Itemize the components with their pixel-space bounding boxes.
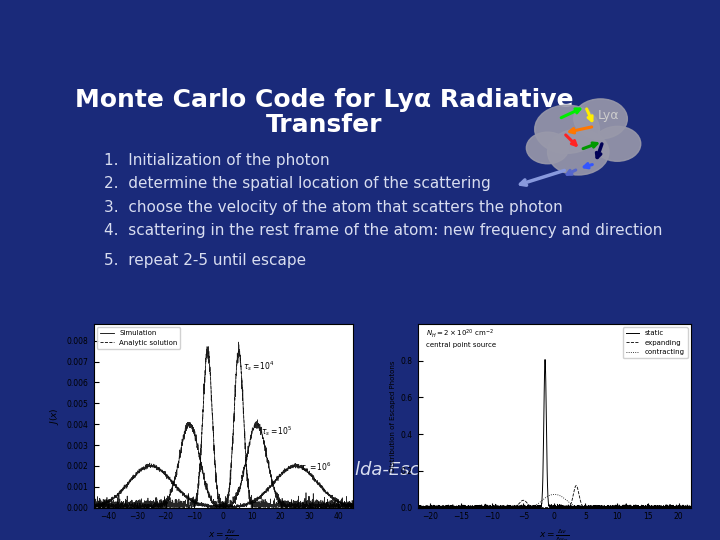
contracting — [413, 504, 422, 511]
Text: $\tau_s=10^6$: $\tau_s=10^6$ — [300, 461, 332, 474]
contracting — [687, 504, 696, 511]
static — [461, 503, 469, 510]
Legend: Simulation, Analytic solution: Simulation, Analytic solution — [97, 327, 181, 348]
static — [662, 504, 671, 511]
expanding — [652, 504, 661, 511]
Circle shape — [574, 99, 627, 139]
contracting — [461, 504, 469, 511]
Line: static: static — [418, 360, 691, 508]
expanding — [687, 504, 696, 511]
static — [530, 504, 539, 510]
Line: contracting: contracting — [418, 495, 691, 508]
Text: 4.  scattering in the rest frame of the atom: new frequency and direction: 4. scattering in the rest frame of the a… — [104, 223, 662, 238]
static — [518, 503, 527, 510]
Circle shape — [594, 126, 641, 161]
Text: Lyα: Lyα — [598, 110, 620, 123]
Text: 1.  Initialization of the photon: 1. Initialization of the photon — [104, 153, 330, 168]
static — [444, 504, 453, 511]
static — [541, 356, 549, 363]
expanding — [461, 504, 469, 511]
expanding — [679, 504, 688, 511]
Text: Monte Carlo Code for Lyα Radiative: Monte Carlo Code for Lyα Radiative — [75, 88, 574, 112]
Text: $N_H = 2\times10^{20}$ cm$^{-2}$: $N_H = 2\times10^{20}$ cm$^{-2}$ — [426, 328, 494, 340]
expanding — [444, 504, 453, 511]
X-axis label: $x = \frac{\Delta\nu}{\Delta\nu_D}$: $x = \frac{\Delta\nu}{\Delta\nu_D}$ — [208, 527, 238, 540]
expanding — [572, 482, 580, 489]
contracting — [444, 504, 453, 511]
Text: $\tau_s=10^4$: $\tau_s=10^4$ — [243, 360, 275, 373]
Circle shape — [535, 105, 600, 153]
Circle shape — [526, 132, 569, 164]
contracting — [518, 504, 527, 511]
expanding — [413, 504, 422, 511]
expanding — [682, 504, 690, 511]
Text: $\tau_s=10^5$: $\tau_s=10^5$ — [261, 424, 293, 437]
contracting — [682, 504, 690, 511]
Circle shape — [547, 129, 609, 175]
Y-axis label: $J(x)$: $J(x)$ — [48, 407, 61, 424]
Y-axis label: Distribution of Escaped Photons: Distribution of Escaped Photons — [390, 360, 397, 471]
Text: central point source: central point source — [426, 342, 496, 348]
static — [652, 503, 661, 510]
Text: Zheng & Miralda-Escudé 2002: Zheng & Miralda-Escudé 2002 — [233, 461, 505, 480]
contracting — [652, 504, 661, 511]
static — [413, 504, 422, 511]
Text: Transfer: Transfer — [266, 113, 382, 137]
expanding — [518, 497, 527, 504]
Text: 5.  repeat 2-5 until escape: 5. repeat 2-5 until escape — [104, 253, 306, 268]
static — [687, 504, 696, 511]
Text: 2.  determine the spatial location of the scattering: 2. determine the spatial location of the… — [104, 176, 491, 191]
Line: expanding: expanding — [418, 485, 691, 508]
Legend: static, expanding, contracting: static, expanding, contracting — [623, 327, 688, 358]
contracting — [550, 491, 559, 498]
contracting — [530, 503, 539, 509]
Text: 3.  choose the velocity of the atom that scatters the photon: 3. choose the velocity of the atom that … — [104, 199, 563, 214]
X-axis label: $x = \frac{\Delta\nu}{\Delta\nu_D}$: $x = \frac{\Delta\nu}{\Delta\nu_D}$ — [539, 527, 570, 540]
expanding — [530, 504, 539, 511]
static — [682, 504, 690, 510]
